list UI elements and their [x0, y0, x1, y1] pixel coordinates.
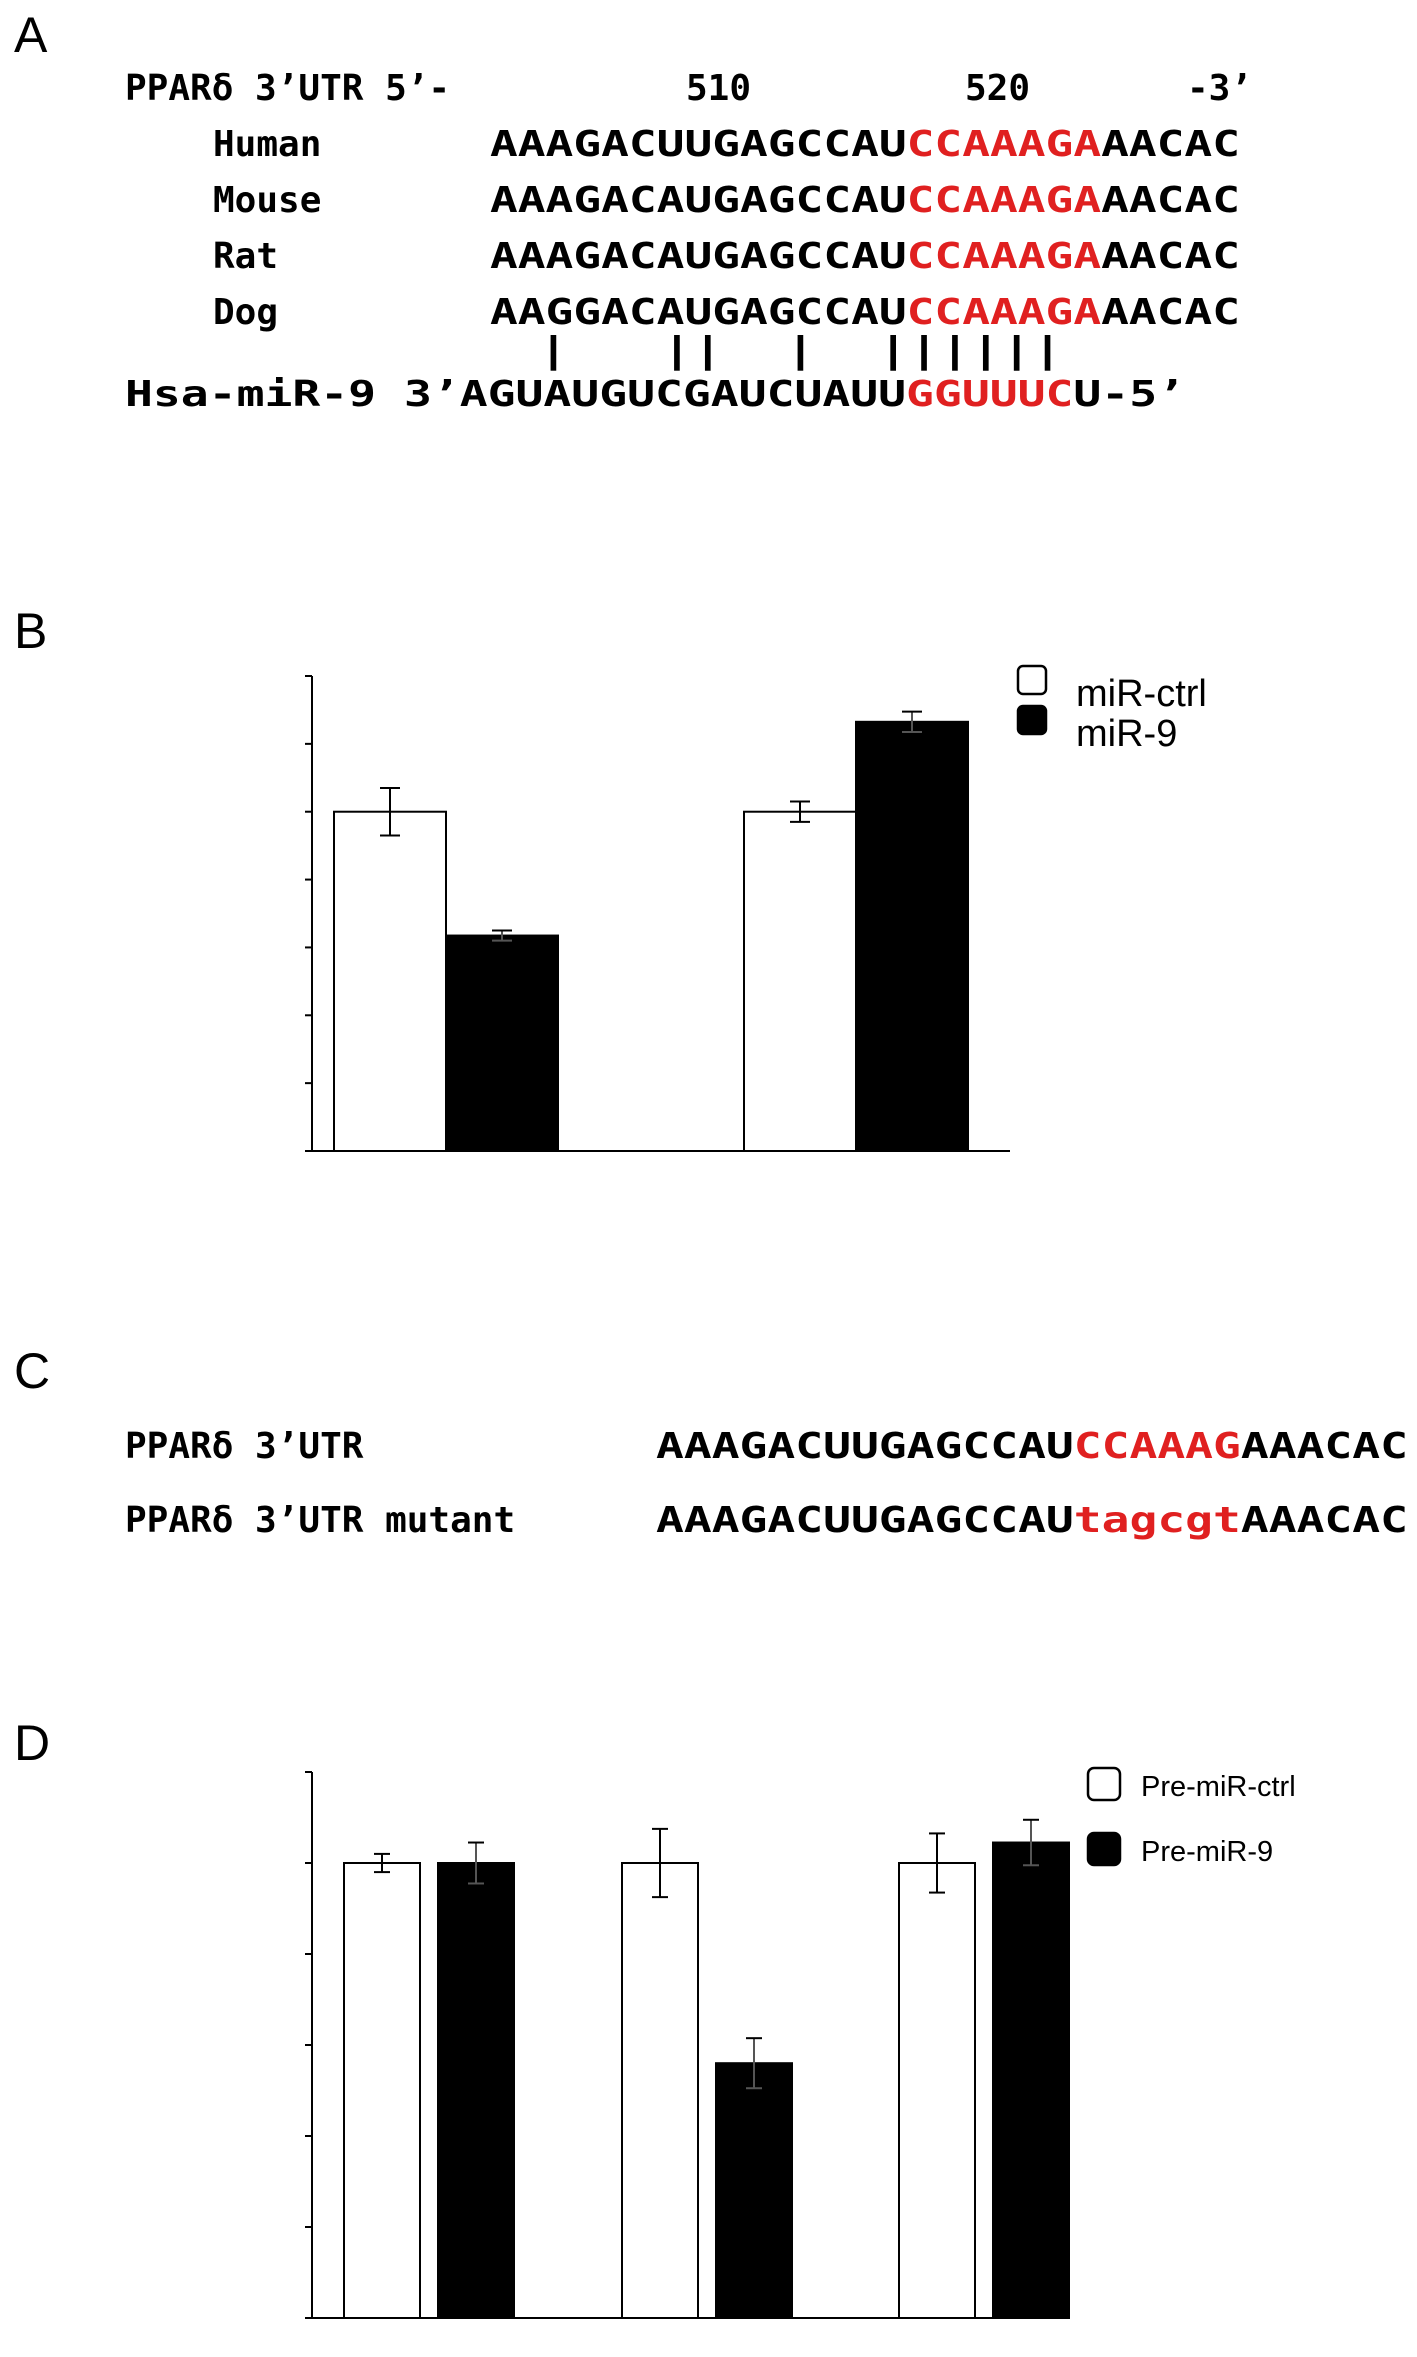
panel-b-letter: B: [14, 603, 47, 659]
bar-mir-9-anti-mirna: [855, 720, 969, 1153]
panel-a: A PPARδ 3’UTR 5’- 510 520 -3’ Human AAAG…: [14, 7, 1252, 415]
panel-d: D Pre-miR-ctrl Pre-miR-9: [14, 1715, 1296, 2320]
species-label-dog: Dog: [213, 292, 278, 333]
panel-a-letter: A: [14, 7, 48, 63]
bar-pre-mir-9-vector: [437, 1862, 515, 2319]
legend-label-pre-mir-9: Pre-miR-9: [1141, 1836, 1273, 1868]
legend-swatch-pre-mir-ctrl: [1086, 1766, 1122, 1802]
panel-b: B miR-ctrl miR-9: [14, 603, 1207, 1153]
bar-mir-ctrl-pre-mirna: [333, 810, 447, 1152]
utr-wt-sequence: AAAGACUUGAGCCAU CCAAAG AAACAC: [656, 1426, 1408, 1467]
bar-pre-mir-ctrl-wt: [621, 1862, 699, 2319]
species-label-mouse: Mouse: [213, 180, 321, 221]
panel-c-letter: C: [14, 1343, 50, 1399]
species-sequence-human: AAAGACUUGAGCCAU CCAAAGA AACAC: [490, 124, 1240, 165]
legend-swatch-pre-mir-9: [1086, 1831, 1122, 1867]
species-label-human: Human: [213, 124, 321, 165]
bar-pre-mir-9-wt: [715, 2062, 793, 2319]
legend-label-mir-ctrl: miR-ctrl: [1076, 673, 1207, 715]
species-sequence-rat: AAAGACAUGAGCCAU CCAAAGA AACAC: [490, 236, 1240, 277]
bar-pre-mir-ctrl-mut: [898, 1862, 976, 2319]
chart-b: [305, 675, 1010, 1153]
legend-swatch-mir-9: [1016, 704, 1048, 736]
utr-mutant-sequence: AAAGACUUGAGCCAU tagcgt AAACAC: [656, 1500, 1408, 1541]
legend-d: Pre-miR-ctrl Pre-miR-9: [1086, 1766, 1296, 1868]
legend-label-mir-9: miR-9: [1076, 713, 1177, 755]
position-520-label: 520: [965, 68, 1030, 109]
utr-header-prefix: PPARδ 3’UTR 5’-: [125, 68, 450, 109]
position-510-label: 510: [686, 68, 751, 109]
species-label-rat: Rat: [213, 236, 278, 277]
legend-swatch-mir-ctrl: [1016, 664, 1048, 696]
bar-pre-mir-9-mut: [992, 1841, 1070, 2320]
legend-b: miR-ctrl miR-9: [1016, 664, 1207, 755]
bar-mir-9-pre-mirna: [445, 934, 559, 1153]
species-sequence-dog: AAGGACAUGAGCCAU CCAAAGA AACAC: [490, 292, 1240, 333]
bar-pre-mir-ctrl-vector: [343, 1862, 421, 2319]
bar-mir-ctrl-anti-mirna: [743, 810, 857, 1152]
utr-mutant-label: PPARδ 3’UTR mutant: [125, 1500, 515, 1541]
species-sequence-mouse: AAAGACAUGAGCCAU CCAAAGA AACAC: [490, 180, 1240, 221]
chart-d: [305, 1771, 1070, 2320]
mirna-sequence: Hsa-miR-9 3’ AGUAUGUCGAUCUAUU GGUUUC U-5’: [125, 374, 1185, 415]
utr-header-suffix: -3’: [1187, 68, 1252, 109]
panel-d-letter: D: [14, 1715, 50, 1771]
legend-label-pre-mir-ctrl: Pre-miR-ctrl: [1141, 1771, 1296, 1803]
panel-c: C PPARδ 3’UTR AAAGACUUGAGCCAU CCAAAG AAACA…: [14, 1343, 1408, 1541]
utr-wt-label: PPARδ 3’UTR: [125, 1426, 364, 1467]
pairing-marks: | || | ||||||: [538, 330, 1063, 371]
